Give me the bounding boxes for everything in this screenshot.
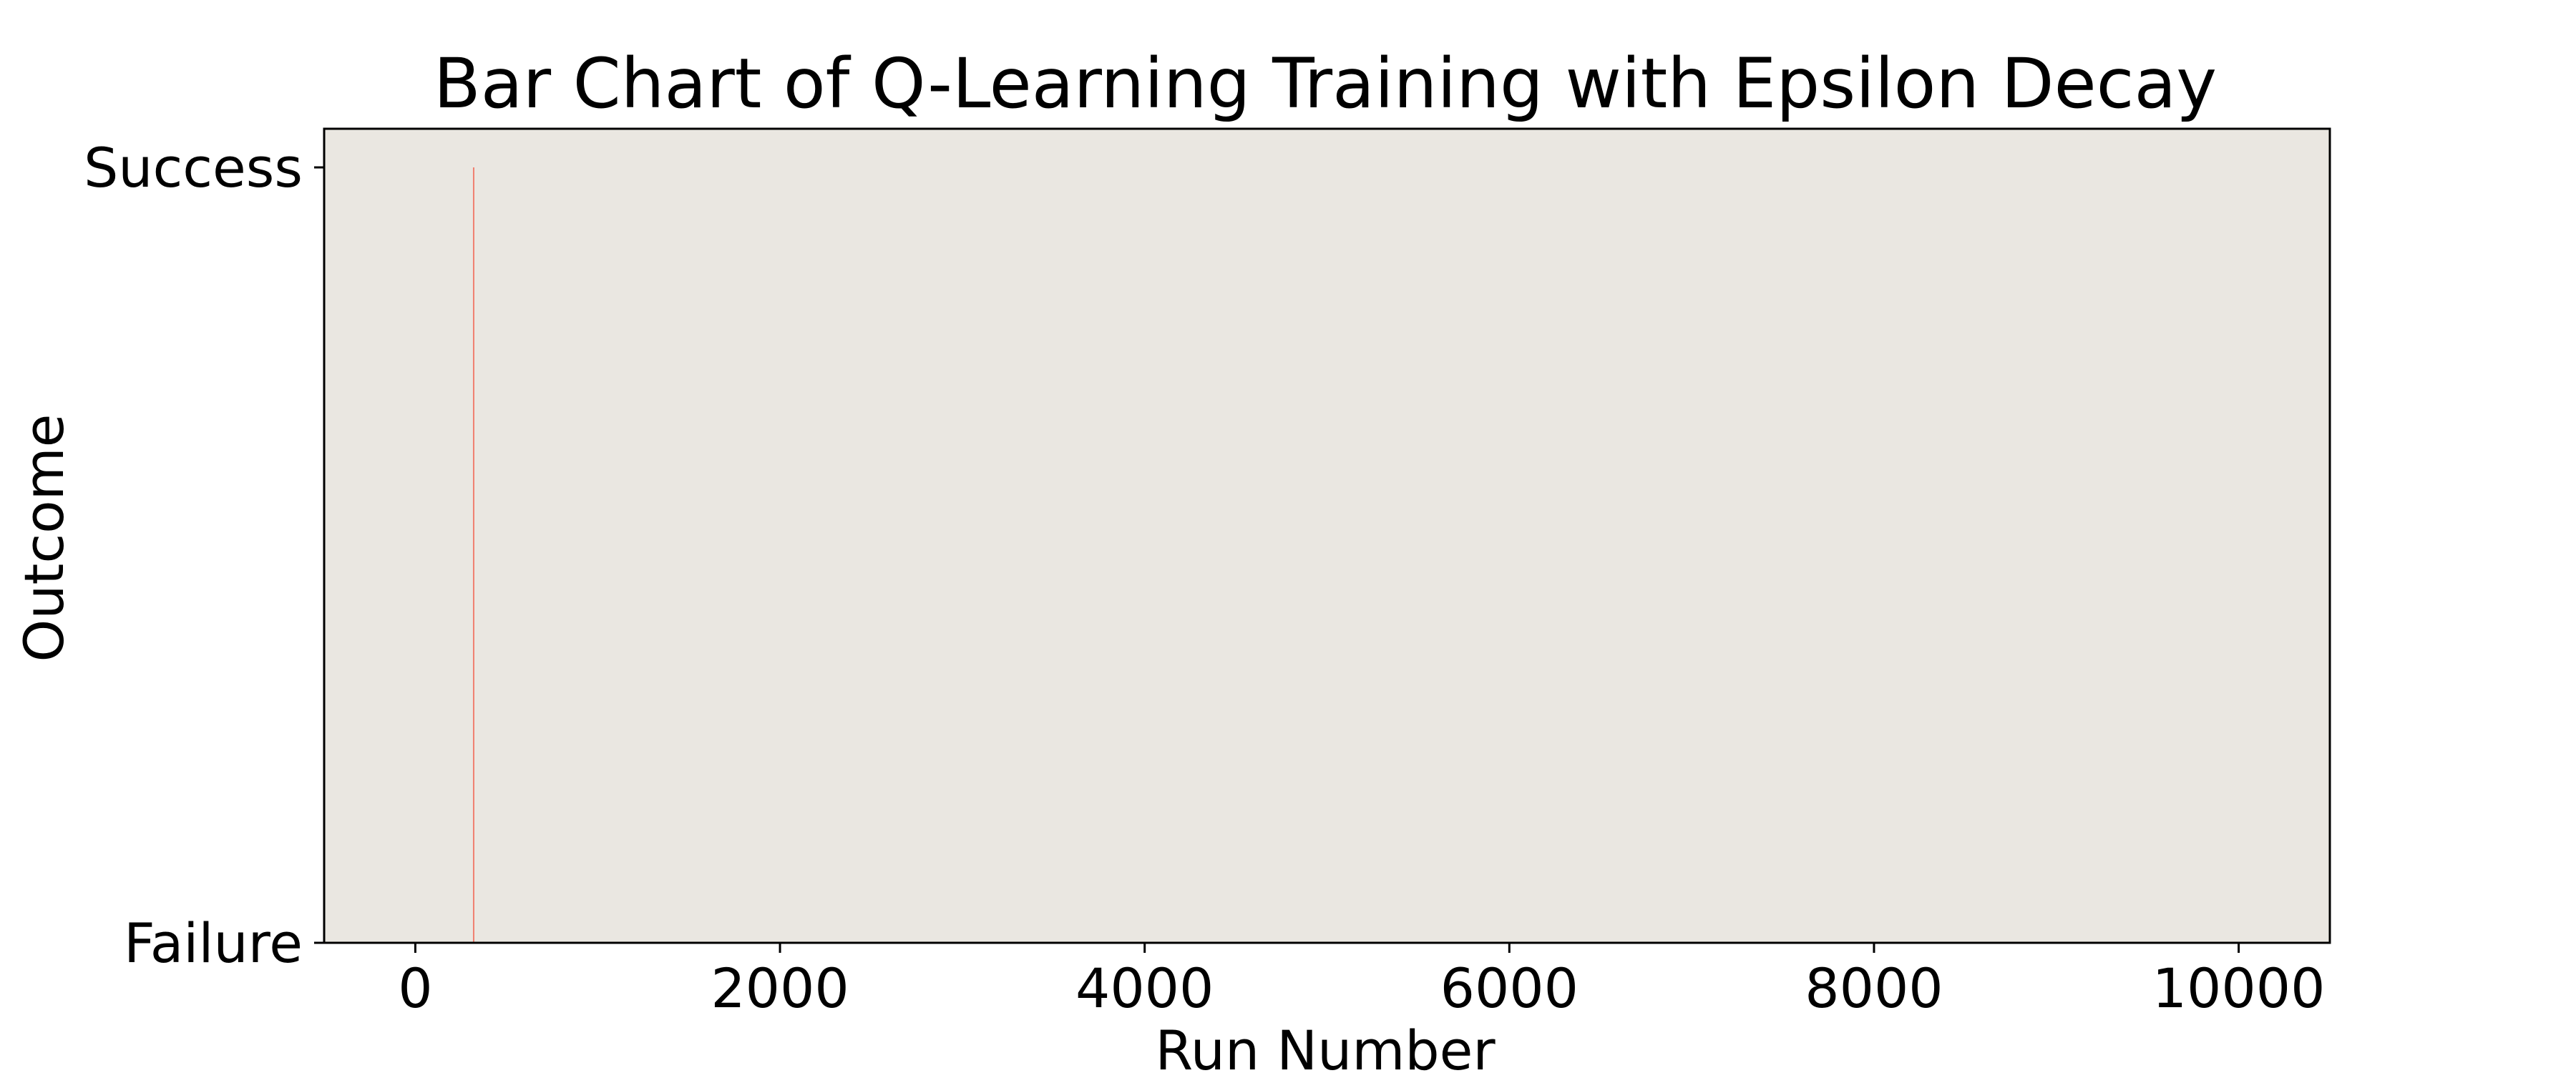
y-tick-label: Failure bbox=[124, 911, 303, 975]
chart-title: Bar Chart of Q-Learning Training with Ep… bbox=[434, 44, 2217, 124]
y-axis-label: Outcome bbox=[12, 414, 76, 662]
bar-0 bbox=[472, 167, 474, 943]
x-axis-label: Run Number bbox=[1155, 1019, 1496, 1073]
plot-area bbox=[324, 129, 2330, 943]
plot-frame bbox=[323, 127, 2331, 944]
bars-layer bbox=[472, 167, 474, 943]
y-tick-label: Success bbox=[84, 136, 303, 200]
x-axis: 0 2000 4000 6000 8000 10000 bbox=[398, 943, 2325, 1020]
x-tick-label: 8000 bbox=[1805, 956, 1943, 1020]
y-axis: Failure Success bbox=[84, 136, 324, 975]
x-tick-label: 0 bbox=[398, 956, 432, 1020]
x-tick-label: 2000 bbox=[711, 956, 849, 1020]
x-tick-label: 4000 bbox=[1075, 956, 1214, 1020]
x-tick-label: 6000 bbox=[1440, 956, 1579, 1020]
x-tick-label: 10000 bbox=[2152, 956, 2326, 1020]
